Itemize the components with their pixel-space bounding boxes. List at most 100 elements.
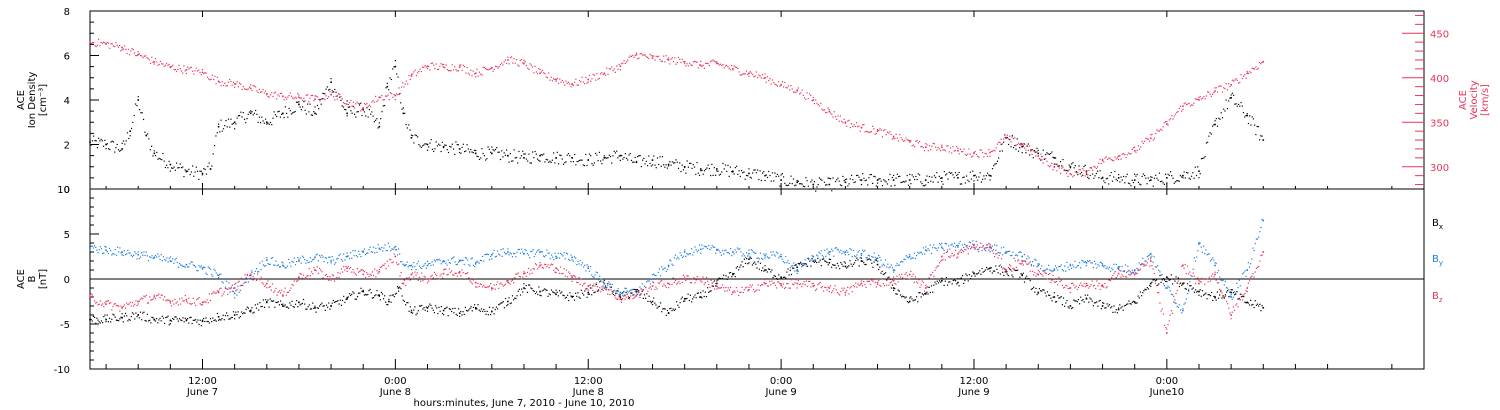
data-point	[547, 264, 549, 266]
data-point	[221, 281, 223, 283]
data-point	[290, 265, 292, 267]
data-point	[858, 176, 860, 178]
data-point	[970, 178, 973, 180]
data-point	[289, 289, 291, 292]
data-point	[1099, 158, 1101, 160]
data-point	[960, 277, 962, 279]
data-point	[894, 287, 896, 290]
data-point	[115, 319, 118, 321]
data-point	[984, 178, 986, 180]
data-point	[918, 292, 920, 294]
data-point	[1182, 283, 1184, 285]
data-point	[640, 166, 643, 168]
data-point	[1051, 162, 1053, 164]
data-point	[882, 263, 884, 265]
data-point	[514, 253, 516, 255]
data-point	[847, 120, 849, 122]
data-point	[198, 178, 200, 180]
data-point	[483, 308, 485, 311]
data-point	[367, 273, 369, 275]
data-point	[298, 259, 300, 261]
data-point	[286, 291, 289, 294]
data-point	[1162, 283, 1164, 285]
data-point	[635, 290, 638, 293]
data-point	[619, 65, 622, 67]
data-point	[437, 312, 439, 315]
data-point	[129, 130, 131, 132]
data-point	[913, 252, 915, 254]
data-point	[876, 257, 879, 260]
data-point	[321, 271, 323, 273]
data-point	[924, 292, 927, 295]
data-point	[317, 260, 320, 262]
data-point	[649, 300, 651, 303]
data-point	[384, 295, 386, 297]
data-point	[880, 259, 882, 261]
data-point	[821, 108, 823, 110]
data-point	[522, 62, 524, 64]
data-point	[169, 323, 171, 325]
data-point	[616, 290, 618, 292]
data-point	[771, 172, 774, 174]
data-point	[671, 57, 673, 59]
data-point	[237, 285, 239, 287]
data-point	[933, 244, 935, 246]
data-point	[209, 318, 212, 320]
data-point	[158, 157, 160, 159]
data-point	[473, 73, 476, 75]
data-point	[1126, 154, 1128, 156]
data-point	[112, 313, 114, 315]
data-point	[525, 275, 527, 277]
data-point	[455, 272, 457, 274]
data-point	[1236, 105, 1238, 107]
data-point	[635, 52, 638, 54]
data-point	[658, 163, 660, 166]
data-point	[795, 263, 797, 266]
data-point	[769, 268, 771, 271]
data-point	[1099, 299, 1101, 302]
data-point	[297, 257, 299, 259]
data-point	[1213, 259, 1215, 261]
data-point	[420, 70, 422, 73]
data-point	[317, 307, 320, 309]
data-point	[669, 283, 671, 286]
data-point	[336, 95, 338, 97]
data-point	[153, 319, 155, 321]
data-point	[670, 307, 672, 309]
data-point	[430, 275, 432, 278]
data-point	[1175, 302, 1177, 305]
axis-title-line: [km/s]	[1480, 84, 1491, 116]
data-point	[216, 274, 219, 276]
data-point	[1059, 296, 1061, 299]
data-point	[703, 245, 705, 247]
data-point	[663, 308, 665, 310]
data-point	[619, 159, 621, 161]
data-point	[449, 70, 451, 72]
data-point	[1195, 174, 1198, 177]
data-point	[423, 264, 425, 266]
data-point	[1154, 280, 1156, 282]
data-point	[715, 282, 717, 285]
data-point	[253, 112, 256, 114]
data-point	[687, 166, 689, 168]
data-point	[615, 293, 617, 295]
data-point	[771, 269, 773, 271]
data-point	[941, 242, 943, 244]
data-point	[1056, 170, 1058, 172]
data-point	[1036, 293, 1038, 296]
data-point	[247, 307, 250, 309]
data-point	[1054, 301, 1057, 303]
data-point	[750, 72, 753, 74]
data-point	[985, 175, 987, 177]
data-point	[524, 272, 526, 274]
data-point	[740, 264, 742, 266]
data-point	[112, 252, 114, 255]
data-point	[645, 297, 647, 299]
data-point	[274, 114, 277, 116]
data-point	[809, 260, 811, 262]
data-point	[148, 59, 150, 61]
data-point	[651, 285, 654, 287]
data-point	[1046, 152, 1048, 154]
data-point	[148, 138, 150, 140]
